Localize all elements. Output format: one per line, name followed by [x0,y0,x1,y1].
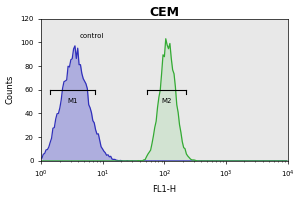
Text: control: control [80,33,104,39]
X-axis label: FL1-H: FL1-H [152,185,176,194]
Y-axis label: Counts: Counts [6,75,15,104]
Text: M1: M1 [68,98,78,104]
Title: CEM: CEM [149,6,179,19]
Text: M2: M2 [161,98,172,104]
